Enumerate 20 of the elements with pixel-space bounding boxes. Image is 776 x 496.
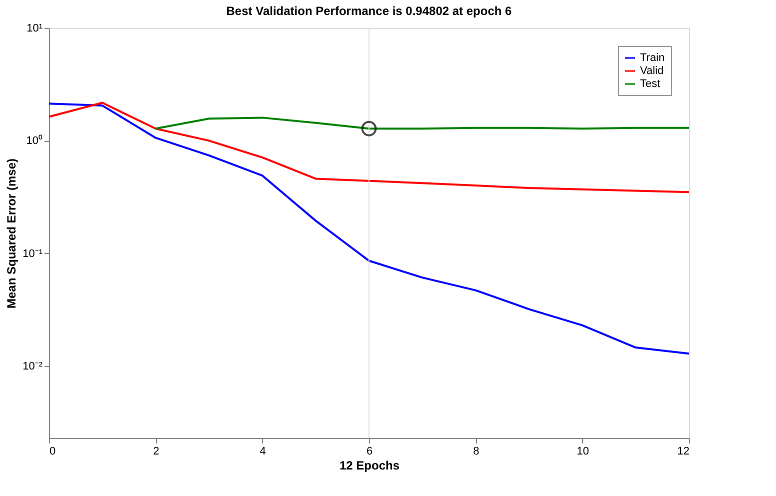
chart-title: Best Validation Performance is 0.94802 at epoch 6 — [226, 4, 512, 18]
x-tick-label: 8 — [473, 446, 480, 458]
legend-label: Train — [640, 52, 665, 64]
x-tick-label: 0 — [50, 446, 56, 458]
x-tick-label: 12 — [677, 446, 690, 458]
y-tick-label: 10⁰ — [26, 134, 42, 148]
y-axis-title: Mean Squared Error (mse) — [4, 158, 19, 309]
legend-label: Valid — [640, 65, 664, 77]
x-axis-title: 12 Epochs — [339, 458, 400, 472]
y-tick-label: 10⁻² — [22, 360, 43, 373]
x-tick-label: 6 — [366, 446, 373, 458]
y-tick-label: 10⁻¹ — [22, 248, 43, 260]
x-tick-label: 10 — [576, 446, 589, 458]
x-tick-label: 4 — [260, 446, 266, 458]
legend-label: Test — [640, 78, 660, 90]
line-series — [48, 102, 690, 194]
x-tick-label: 2 — [153, 446, 160, 458]
line-series — [48, 102, 690, 355]
line-series — [154, 116, 690, 130]
y-tick-label: 10¹ — [26, 22, 43, 34]
